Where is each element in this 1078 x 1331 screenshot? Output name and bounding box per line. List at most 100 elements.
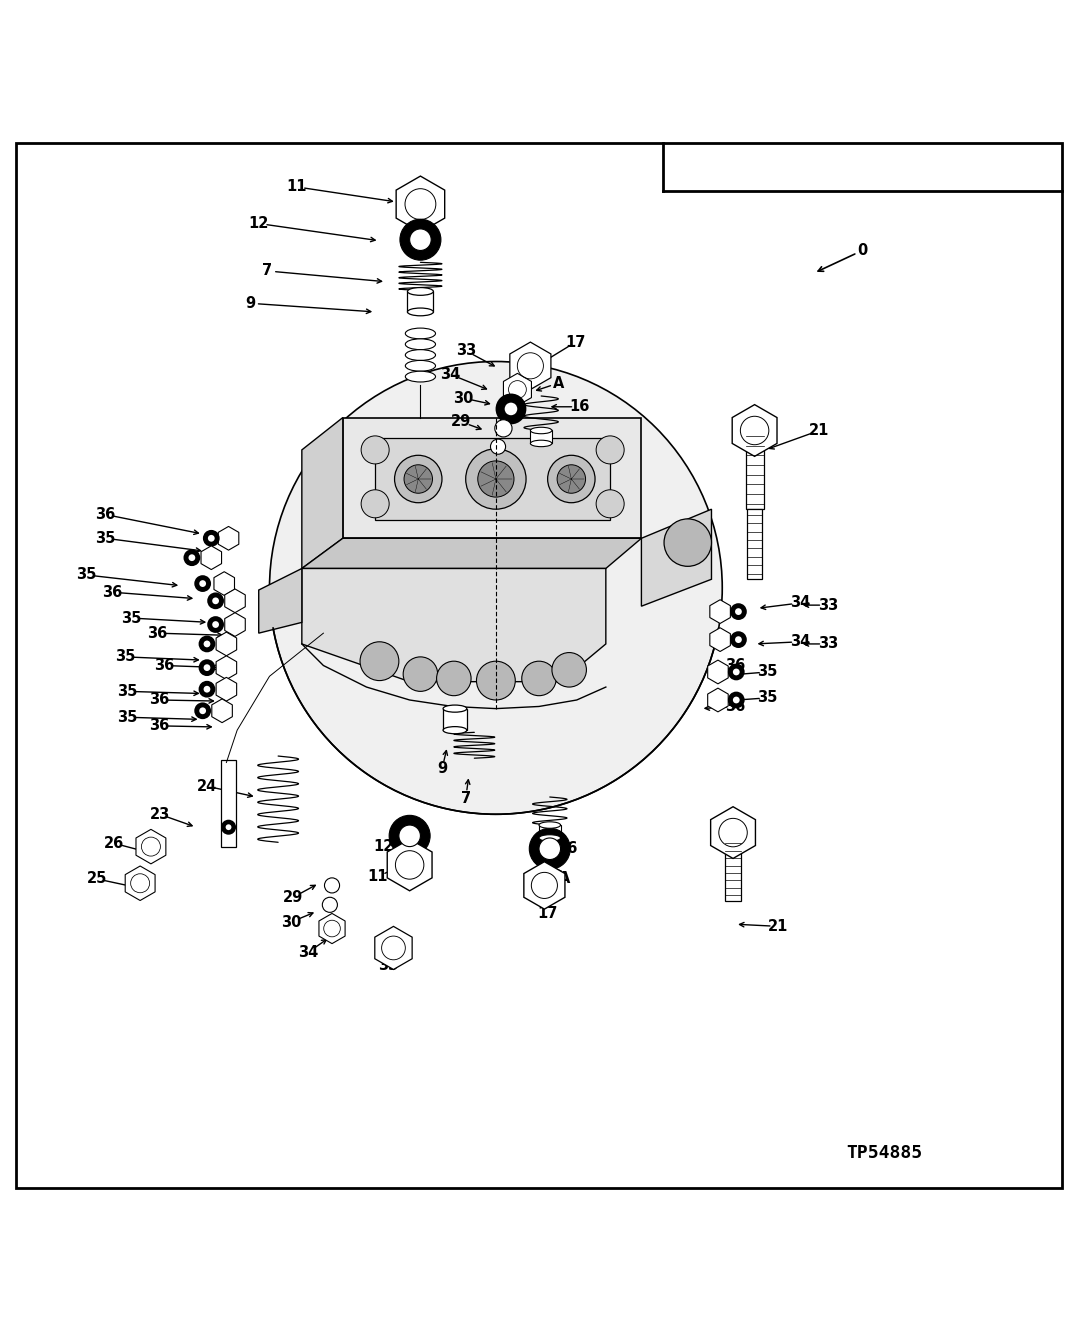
Polygon shape bbox=[319, 913, 345, 944]
Ellipse shape bbox=[405, 339, 436, 350]
Polygon shape bbox=[510, 342, 551, 390]
Bar bbox=[539, 825, 561, 839]
Circle shape bbox=[731, 604, 746, 619]
Text: 36: 36 bbox=[725, 658, 745, 673]
Text: 35: 35 bbox=[758, 691, 777, 705]
Bar bbox=[375, 438, 610, 520]
Polygon shape bbox=[125, 866, 155, 901]
Text: 33: 33 bbox=[456, 343, 475, 358]
Ellipse shape bbox=[405, 350, 436, 361]
Polygon shape bbox=[224, 588, 246, 612]
Circle shape bbox=[476, 662, 515, 700]
Text: 35: 35 bbox=[115, 650, 135, 664]
Text: 12: 12 bbox=[374, 839, 393, 855]
Polygon shape bbox=[707, 660, 729, 684]
Text: 34: 34 bbox=[790, 595, 810, 611]
Bar bbox=[443, 708, 467, 731]
Polygon shape bbox=[709, 600, 731, 623]
Circle shape bbox=[404, 465, 432, 494]
Polygon shape bbox=[302, 568, 606, 681]
Text: 12: 12 bbox=[249, 216, 268, 232]
Polygon shape bbox=[259, 568, 302, 634]
Circle shape bbox=[212, 598, 219, 604]
Text: 30: 30 bbox=[281, 914, 301, 929]
Circle shape bbox=[199, 636, 215, 651]
Circle shape bbox=[324, 878, 340, 893]
Circle shape bbox=[735, 608, 742, 615]
Circle shape bbox=[733, 696, 740, 703]
Text: 16: 16 bbox=[570, 399, 590, 414]
Circle shape bbox=[733, 668, 740, 675]
Polygon shape bbox=[201, 546, 222, 570]
Bar bbox=[746, 430, 763, 510]
Bar bbox=[221, 760, 236, 847]
Circle shape bbox=[490, 439, 506, 454]
Polygon shape bbox=[524, 861, 565, 909]
Ellipse shape bbox=[405, 361, 436, 371]
Text: 35: 35 bbox=[122, 611, 141, 626]
Circle shape bbox=[731, 632, 746, 647]
Polygon shape bbox=[710, 807, 756, 858]
Circle shape bbox=[208, 535, 215, 542]
Text: 29: 29 bbox=[452, 414, 471, 430]
Circle shape bbox=[552, 652, 586, 687]
Circle shape bbox=[222, 821, 235, 833]
Bar bbox=[530, 430, 552, 443]
Circle shape bbox=[522, 662, 556, 696]
Text: 33: 33 bbox=[378, 958, 398, 973]
Polygon shape bbox=[216, 656, 237, 680]
Circle shape bbox=[361, 435, 389, 465]
Circle shape bbox=[729, 664, 744, 680]
Ellipse shape bbox=[539, 821, 561, 828]
Polygon shape bbox=[732, 405, 777, 457]
Text: 25: 25 bbox=[87, 872, 107, 886]
Bar bbox=[724, 839, 742, 901]
Circle shape bbox=[204, 531, 219, 546]
Circle shape bbox=[437, 662, 471, 696]
Circle shape bbox=[184, 550, 199, 566]
Text: 24: 24 bbox=[197, 779, 217, 793]
Text: 21: 21 bbox=[769, 918, 788, 934]
Circle shape bbox=[478, 461, 514, 496]
Ellipse shape bbox=[539, 835, 561, 841]
Text: 34: 34 bbox=[790, 635, 810, 650]
Text: 35: 35 bbox=[118, 709, 137, 725]
Polygon shape bbox=[641, 510, 711, 606]
Text: 21: 21 bbox=[810, 423, 829, 438]
Circle shape bbox=[208, 618, 223, 632]
Ellipse shape bbox=[405, 327, 436, 339]
Bar bbox=[407, 291, 433, 311]
Text: 7: 7 bbox=[460, 791, 471, 805]
Text: 35: 35 bbox=[758, 664, 777, 679]
Text: 36: 36 bbox=[150, 692, 169, 708]
Polygon shape bbox=[213, 572, 235, 595]
Text: A: A bbox=[559, 872, 570, 886]
Ellipse shape bbox=[405, 371, 436, 382]
Text: 26: 26 bbox=[105, 836, 124, 851]
Text: 9: 9 bbox=[245, 295, 255, 311]
Circle shape bbox=[529, 828, 570, 869]
Ellipse shape bbox=[443, 727, 467, 733]
Bar bbox=[747, 510, 762, 579]
Circle shape bbox=[729, 692, 744, 708]
Circle shape bbox=[204, 640, 210, 647]
Text: 17: 17 bbox=[566, 334, 585, 350]
Circle shape bbox=[322, 897, 337, 912]
Circle shape bbox=[664, 519, 711, 566]
Circle shape bbox=[400, 220, 441, 260]
Polygon shape bbox=[218, 527, 239, 550]
Text: 36: 36 bbox=[150, 719, 169, 733]
Polygon shape bbox=[302, 418, 343, 568]
Text: 33: 33 bbox=[818, 636, 838, 651]
Text: 35: 35 bbox=[118, 684, 137, 699]
Polygon shape bbox=[375, 926, 412, 969]
Circle shape bbox=[195, 703, 210, 719]
Circle shape bbox=[466, 449, 526, 510]
Text: 34: 34 bbox=[441, 367, 460, 382]
Circle shape bbox=[199, 580, 206, 587]
Polygon shape bbox=[302, 538, 641, 568]
Text: 0: 0 bbox=[857, 244, 868, 258]
Text: 34: 34 bbox=[299, 945, 318, 960]
Circle shape bbox=[395, 455, 442, 503]
Circle shape bbox=[596, 490, 624, 518]
